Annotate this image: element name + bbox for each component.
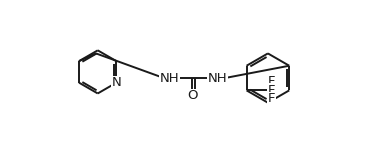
Text: NH: NH <box>208 72 228 85</box>
Text: NH: NH <box>160 72 179 85</box>
Text: F: F <box>267 92 275 105</box>
Text: F: F <box>267 75 275 88</box>
Text: N: N <box>111 76 121 89</box>
Text: F: F <box>267 84 275 97</box>
Text: O: O <box>187 89 198 102</box>
